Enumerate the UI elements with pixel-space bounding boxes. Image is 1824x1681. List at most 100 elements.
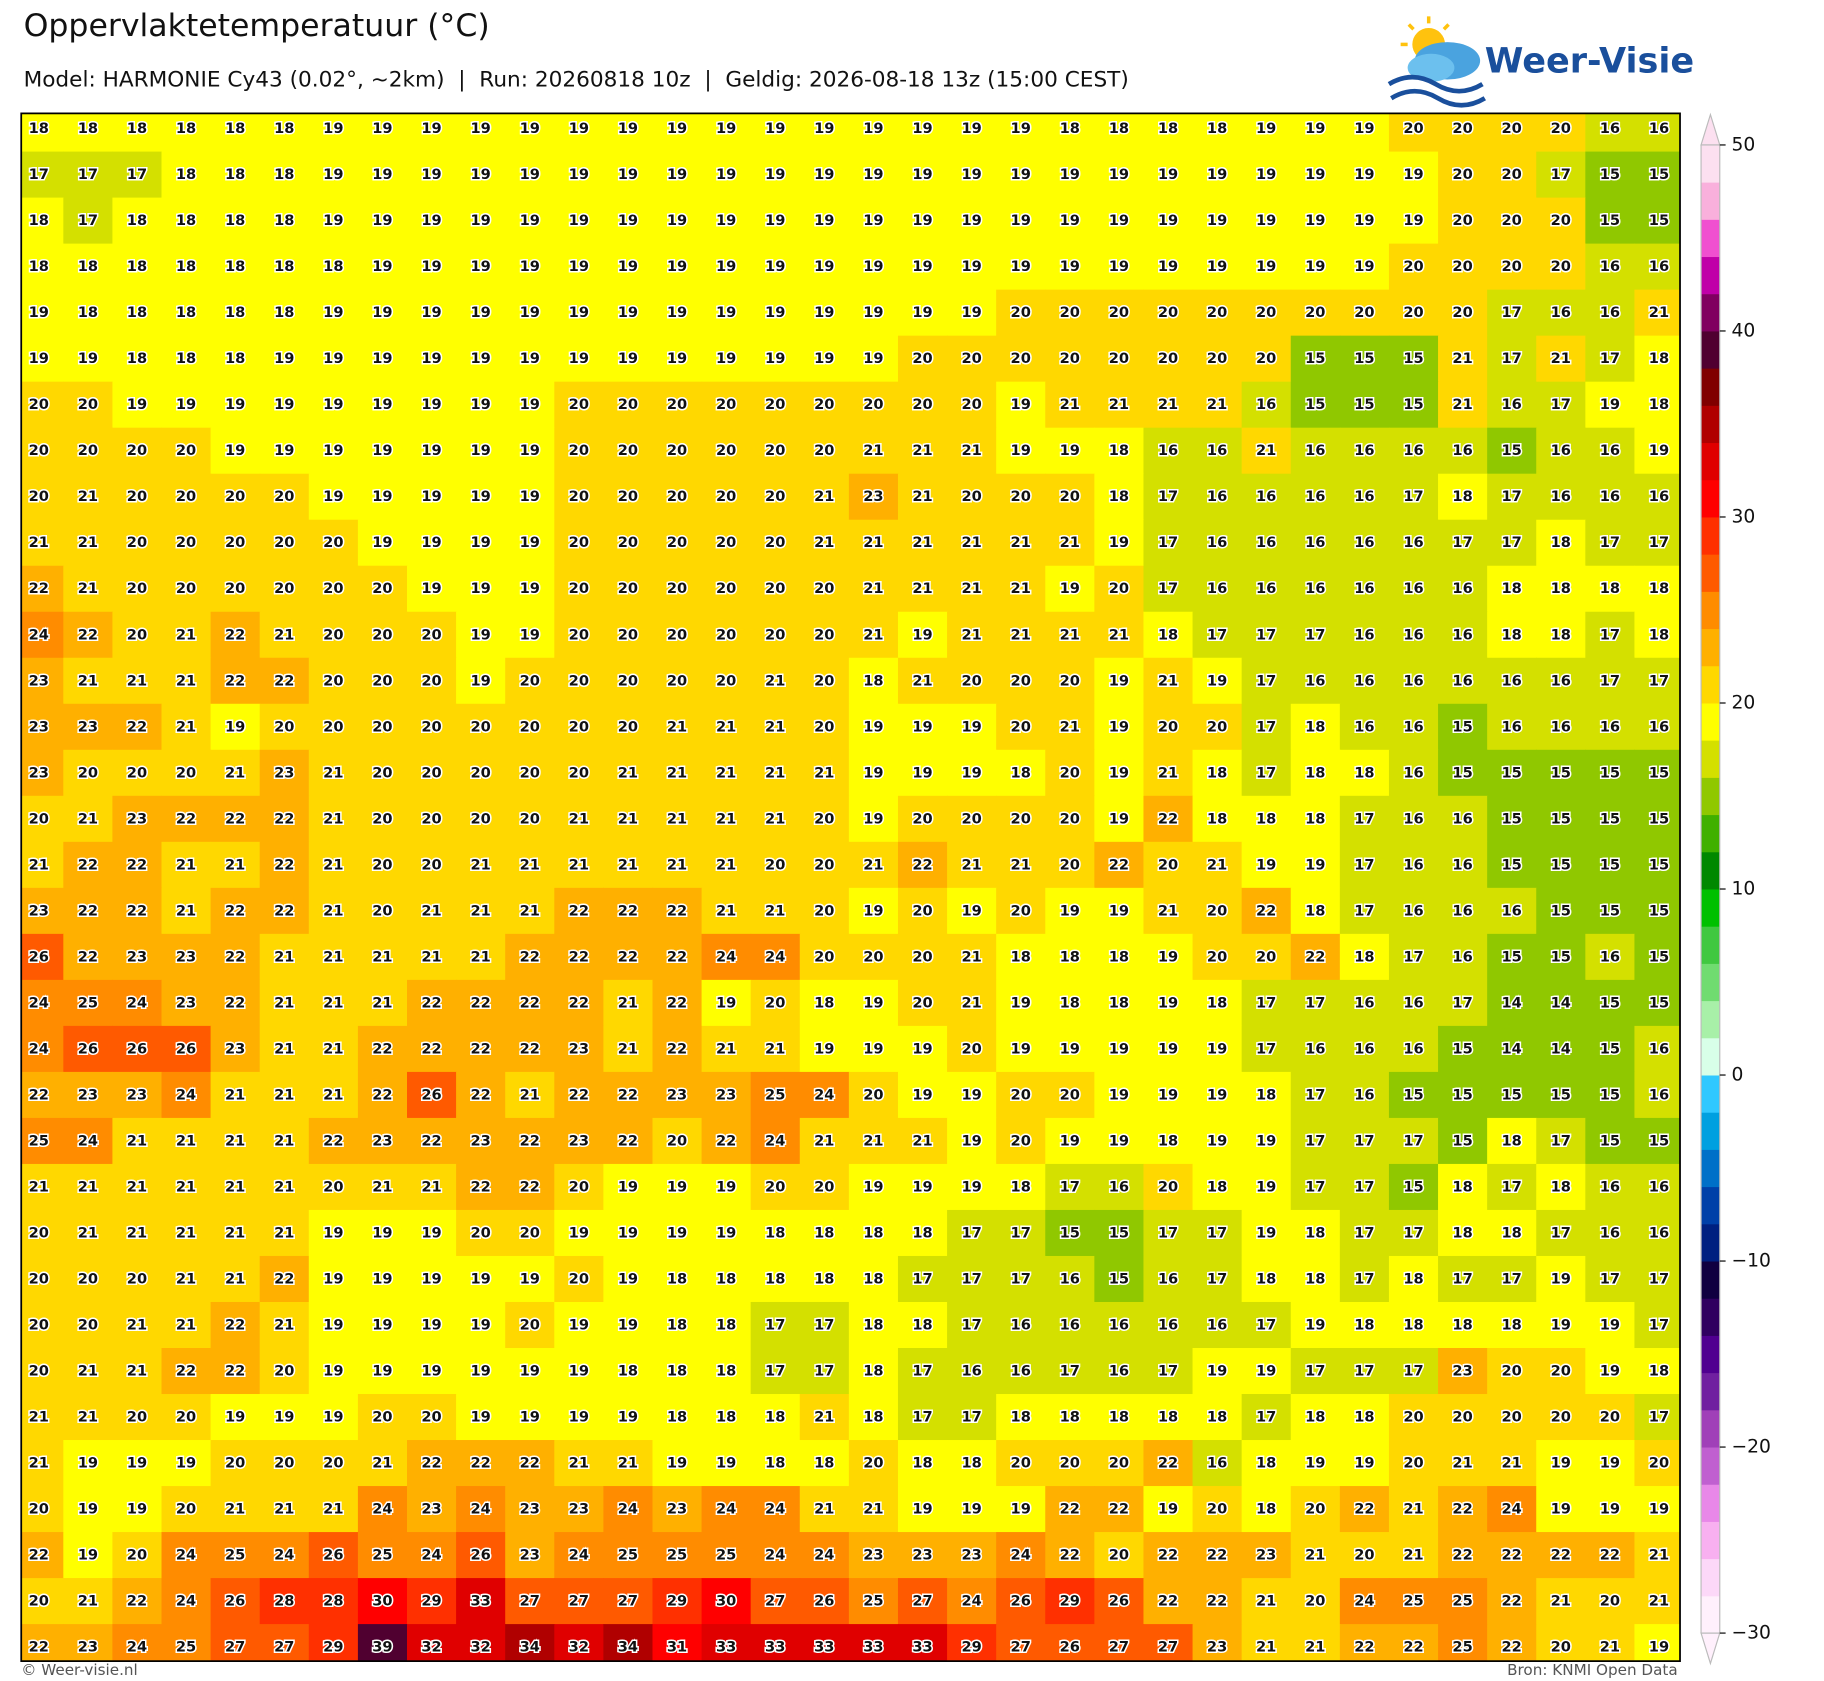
temperature-cell [996, 1025, 1046, 1073]
temperature-label: 20 [225, 1455, 245, 1472]
temperature-label: 19 [863, 764, 883, 781]
temperature-cell [308, 427, 359, 475]
temperature-label: 19 [421, 212, 441, 229]
temperature-cell [947, 841, 997, 889]
temperature-label: 19 [372, 350, 392, 367]
temperature-cell [1585, 473, 1636, 521]
temperature-cell [406, 427, 457, 475]
temperature-cell [1388, 1347, 1439, 1395]
temperature-cell [897, 151, 948, 199]
temperature-label: 22 [1305, 948, 1325, 965]
temperature-label: 20 [765, 580, 785, 597]
temperature-cell [1339, 565, 1390, 613]
temperature-label: 19 [1158, 994, 1178, 1011]
temperature-label: 23 [274, 764, 294, 781]
temperature-cell [1290, 1025, 1341, 1073]
temperature-cell [1536, 887, 1586, 935]
temperature-label: 15 [1403, 350, 1423, 367]
temperature-cell [259, 1255, 310, 1303]
temperature-label: 30 [716, 1593, 736, 1610]
temperature-label: 16 [1452, 856, 1472, 873]
temperature-cell [996, 795, 1046, 843]
temperature-cell [1487, 1486, 1537, 1533]
temperature-label: 19 [569, 1224, 589, 1241]
temperature-label: 20 [520, 672, 540, 689]
temperature-label: 20 [1502, 166, 1522, 183]
temperature-cell [947, 519, 997, 567]
temperature-label: 20 [323, 580, 343, 597]
temperature-cell [210, 841, 261, 889]
temperature-label: 19 [716, 1455, 736, 1472]
temperature-cell [505, 1347, 555, 1395]
temperature-cell [1045, 703, 1095, 751]
temperature-label: 17 [1502, 350, 1522, 367]
temperature-cell [1536, 289, 1586, 337]
colorbar-tick-label: 30 [1731, 506, 1755, 527]
temperature-label: 16 [1403, 902, 1423, 919]
temperature-label: 17 [1600, 534, 1620, 551]
temperature-label: 21 [618, 994, 638, 1011]
temperature-label: 19 [912, 258, 932, 275]
temperature-cell [63, 565, 113, 613]
temperature-label: 19 [29, 304, 49, 321]
temperature-label: 19 [470, 488, 490, 505]
temperature-cell [996, 519, 1046, 567]
temperature-cell [652, 289, 703, 337]
temperature-label: 19 [1207, 166, 1227, 183]
temperature-cell [603, 703, 654, 751]
temperature-label: 19 [1011, 1501, 1031, 1518]
temperature-label: 20 [961, 810, 981, 827]
temperature-cell [259, 565, 310, 613]
temperature-label: 15 [1551, 764, 1571, 781]
temperature-cell [1487, 1301, 1537, 1349]
temperature-cell [406, 611, 457, 659]
temperature-label: 19 [421, 258, 441, 275]
temperature-label: 20 [1551, 1409, 1571, 1426]
temperature-label: 21 [667, 856, 687, 873]
temperature-cell [21, 243, 64, 291]
temperature-label: 19 [127, 1455, 147, 1472]
colorbar-segment [1701, 926, 1720, 964]
temperature-label: 17 [1600, 1270, 1620, 1287]
temperature-cell [1487, 1071, 1537, 1119]
temperature-label: 18 [1011, 1178, 1031, 1195]
temperature-label: 19 [470, 258, 490, 275]
temperature-cell [1290, 795, 1341, 843]
temperature-label: 21 [29, 534, 49, 551]
temperature-cell [63, 1394, 113, 1441]
temperature-label: 20 [1109, 1455, 1129, 1472]
temperature-cell [1634, 1071, 1681, 1119]
temperature-cell [308, 1347, 359, 1395]
temperature-cell [1487, 113, 1537, 153]
temperature-label: 17 [1158, 580, 1178, 597]
temperature-cell [996, 427, 1046, 475]
temperature-cell [701, 565, 752, 613]
temperature-label: 16 [1305, 1040, 1325, 1057]
temperature-cell [259, 1163, 310, 1211]
temperature-cell [1290, 1163, 1341, 1211]
temperature-cell [701, 703, 752, 751]
temperature-label: 20 [176, 534, 196, 551]
temperature-cell [1241, 381, 1292, 429]
temperature-label: 20 [421, 810, 441, 827]
temperature-cell [21, 113, 64, 153]
temperature-cell [897, 841, 948, 889]
temperature-cell [112, 887, 163, 935]
temperature-cell [554, 1624, 604, 1662]
temperature-label: 15 [1600, 810, 1620, 827]
temperature-cell [750, 1117, 801, 1165]
temperature-cell [1536, 749, 1586, 797]
logo-text: Weer-Visie [1485, 40, 1694, 81]
temperature-label: 20 [765, 442, 785, 459]
temperature-label: 20 [1403, 1455, 1423, 1472]
temperature-cell [161, 1071, 212, 1119]
temperature-cell [1438, 1071, 1488, 1119]
temperature-label: 21 [520, 856, 540, 873]
temperature-label: 29 [421, 1593, 441, 1610]
temperature-cell [947, 1624, 997, 1662]
temperature-cell [63, 795, 113, 843]
temperature-cell [1241, 151, 1292, 199]
temperature-label: 17 [1354, 1224, 1374, 1241]
temperature-label: 19 [1109, 1132, 1129, 1149]
temperature-cell [1438, 427, 1488, 475]
